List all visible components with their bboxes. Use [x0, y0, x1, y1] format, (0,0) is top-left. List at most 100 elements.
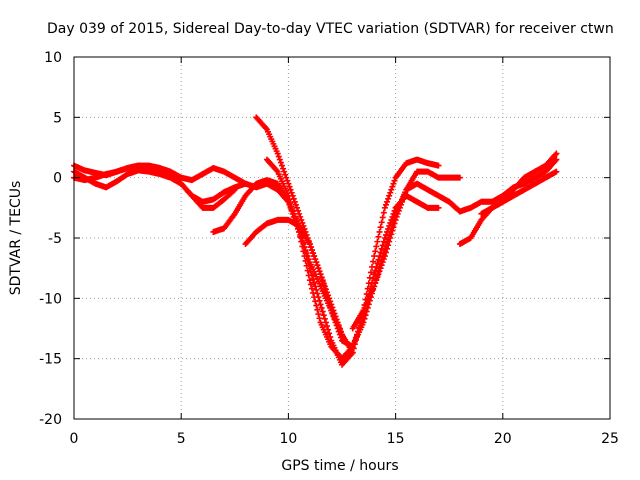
data-marker [390, 224, 397, 231]
data-marker [319, 308, 326, 315]
data-marker [304, 267, 311, 274]
data-marker [316, 268, 323, 275]
data-point [317, 271, 324, 278]
data-marker [307, 281, 314, 288]
data-marker [262, 125, 269, 132]
data-marker [359, 309, 366, 316]
data-marker [374, 260, 381, 267]
data-marker [281, 168, 288, 175]
data-point [306, 277, 313, 284]
data-marker [552, 151, 559, 158]
data-marker [385, 242, 392, 249]
data-marker [394, 210, 401, 217]
series-sat-d [210, 177, 442, 362]
data-marker [434, 162, 441, 169]
data-marker [315, 311, 322, 318]
data-marker [305, 272, 312, 279]
data-point [381, 253, 388, 260]
data-marker [302, 257, 309, 264]
data-marker [434, 204, 441, 211]
data-marker [322, 319, 329, 326]
series-sat-c [71, 156, 442, 368]
grid [74, 57, 610, 419]
data-marker [378, 245, 385, 252]
data-marker [318, 304, 325, 311]
data-point [306, 241, 313, 248]
data-point [296, 228, 303, 235]
data-marker [314, 306, 321, 313]
data-marker [301, 244, 308, 251]
data-marker [323, 289, 330, 296]
data-marker [377, 224, 384, 231]
data-marker [380, 238, 387, 245]
y-tick-label: -15 [39, 352, 62, 368]
y-tick-label: -10 [39, 291, 62, 307]
data-marker [370, 285, 377, 292]
data-point [392, 216, 399, 223]
data-marker [286, 196, 293, 203]
data-marker [389, 227, 396, 234]
data-marker [300, 241, 307, 248]
data-marker [374, 238, 381, 245]
data-marker [311, 294, 318, 301]
data-marker [275, 153, 282, 160]
data-marker [337, 329, 344, 336]
series-sat-k [478, 150, 560, 217]
series-sat-h [349, 168, 463, 332]
data-marker [378, 262, 385, 269]
data-marker [310, 289, 317, 296]
y-tick-label: 10 [44, 50, 62, 66]
data-marker [303, 262, 310, 269]
data-marker [311, 253, 318, 260]
data-marker [308, 285, 315, 292]
data-marker [375, 233, 382, 240]
data-marker [291, 214, 298, 221]
data-marker [370, 258, 377, 265]
data-marker [377, 265, 384, 272]
data-marker [400, 195, 407, 202]
x-tick-label: 25 [601, 431, 619, 447]
data-marker [373, 243, 380, 250]
data-marker [327, 304, 334, 311]
data-marker [378, 219, 385, 226]
data-marker [290, 210, 297, 217]
data-marker [391, 220, 398, 227]
data-marker [314, 262, 321, 269]
data-marker [298, 216, 305, 223]
data-marker [361, 315, 368, 322]
data-marker [373, 277, 380, 284]
data-marker [390, 180, 397, 187]
data-marker [401, 192, 408, 199]
data-marker [327, 341, 334, 348]
data-point [317, 301, 324, 308]
data-marker [297, 213, 304, 220]
data-marker [388, 231, 395, 238]
data-marker [300, 222, 307, 229]
data-marker [276, 156, 283, 163]
data-marker [292, 201, 299, 208]
data-marker [273, 167, 280, 174]
data-marker [376, 253, 383, 260]
x-tick-label: 10 [279, 431, 297, 447]
data-marker [380, 256, 387, 263]
data-marker [273, 148, 280, 155]
y-tick-label: -20 [39, 412, 62, 428]
data-marker [286, 183, 293, 190]
data-marker [289, 207, 296, 214]
data-marker [277, 159, 284, 166]
data-marker [386, 238, 393, 245]
data-marker [303, 250, 310, 257]
data-marker [384, 198, 391, 205]
data-point [296, 210, 303, 217]
data-marker [298, 235, 305, 241]
data-marker [308, 247, 315, 254]
data-marker [310, 250, 317, 257]
series-sat-g [263, 156, 345, 338]
data-marker [376, 228, 383, 235]
data-marker [284, 177, 291, 184]
data-marker [230, 212, 237, 219]
data-marker [288, 203, 295, 210]
data-marker [292, 218, 299, 225]
data-marker [388, 186, 395, 193]
data-marker [307, 244, 314, 251]
